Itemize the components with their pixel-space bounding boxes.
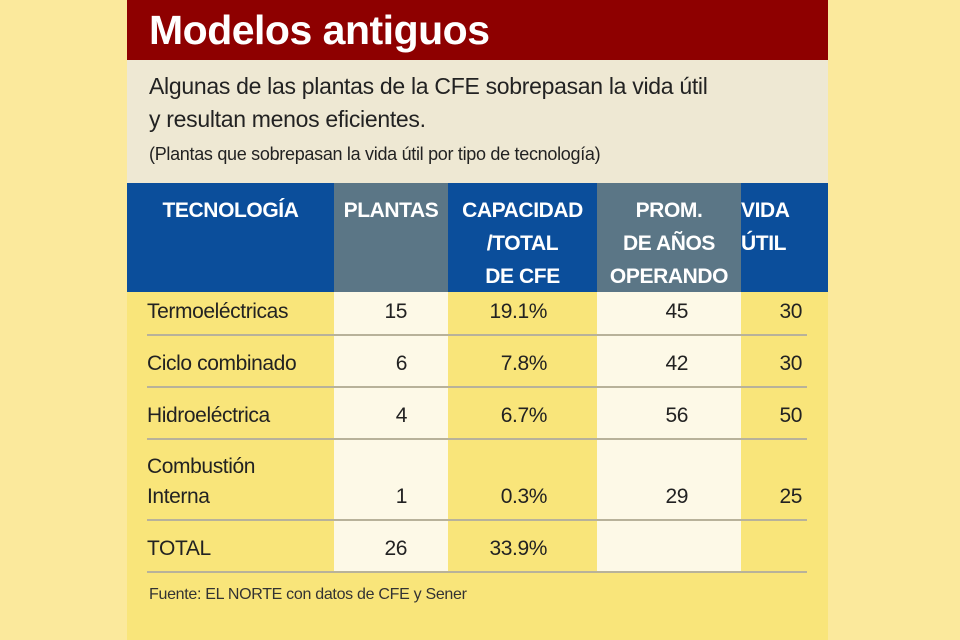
row-divider (147, 519, 807, 521)
cell-tecnologia-line-2: Interna (147, 485, 210, 508)
header-plantas: PLANTAS (334, 194, 448, 227)
cell-prom: 45 (665, 300, 688, 323)
row-divider (147, 571, 807, 573)
header-tecnologia: TECNOLOGÍA (127, 194, 334, 227)
intro-text-line-2: y resultan menos eficientes. (149, 106, 426, 132)
total-capacidad: 33.9% (489, 537, 547, 560)
cell-vida: 50 (779, 404, 802, 427)
header-plantas-line: PLANTAS (343, 199, 439, 222)
header-prom-line-2: DE AÑOS (622, 232, 716, 255)
cell-capacidad: 6.7% (500, 404, 548, 427)
cell-tecnologia-line-1: Combustión (147, 455, 256, 478)
header-bg-prom (597, 183, 741, 292)
row-divider (147, 334, 807, 336)
column-bg-plantas (334, 292, 448, 572)
title-bar: Modelos antiguos (127, 0, 828, 60)
cell-vida: 25 (779, 485, 802, 508)
header-capacidad-line-2: /TOTAL (486, 232, 559, 255)
cell-prom: 56 (665, 404, 688, 427)
cell-tecnologia: Hidroeléctrica (147, 404, 270, 427)
cell-tecnologia: Ciclo combinado (147, 352, 297, 375)
total-plantas: 26 (384, 537, 407, 560)
header-vida-line-1: VIDA (741, 199, 790, 222)
row-divider (147, 386, 807, 388)
cell-vida: 30 (779, 300, 802, 323)
cell-plantas: 15 (384, 300, 407, 323)
header-bg-plantas (334, 183, 448, 292)
cell-prom: 29 (665, 485, 688, 508)
infographic-card: Modelos antiguos Algunas de las plantas … (127, 0, 828, 640)
header-vida-line-2: ÚTIL (741, 232, 787, 255)
cell-vida: 30 (779, 352, 802, 375)
intro-text-line-1: Algunas de las plantas de la CFE sobrepa… (149, 73, 708, 99)
infographic-title: Modelos antiguos (149, 7, 490, 53)
header-prom-line-3: OPERANDO (609, 265, 729, 288)
total-label: TOTAL (147, 537, 211, 560)
cell-capacidad: 0.3% (500, 485, 548, 508)
cell-capacidad: 7.8% (500, 352, 548, 375)
intro-section: Algunas de las plantas de la CFE sobrepa… (127, 60, 828, 183)
intro-note: (Plantas que sobrepasan la vida útil por… (149, 144, 601, 164)
header-prom: PROM. DE AÑOS OPERANDO (597, 194, 741, 293)
header-vida: VIDA ÚTIL (735, 194, 828, 260)
cell-plantas: 1 (395, 485, 408, 508)
row-divider (147, 438, 807, 440)
header-capacidad: CAPACIDAD /TOTAL DE CFE (448, 194, 597, 293)
header-tecnologia-line: TECNOLOGÍA (162, 199, 299, 222)
cell-capacidad: 19.1% (489, 300, 547, 323)
header-bg-capacidad (448, 183, 597, 292)
header-capacidad-line-1: CAPACIDAD (462, 199, 583, 222)
cell-prom: 42 (665, 352, 688, 375)
source-note: Fuente: EL NORTE con datos de CFE y Sene… (149, 586, 467, 603)
header-bg-tecnologia (127, 183, 334, 292)
cell-plantas: 4 (395, 404, 408, 427)
cell-tecnologia: Termoeléctricas (147, 300, 289, 323)
column-bg-prom (597, 292, 741, 572)
header-bg-vida (741, 183, 828, 292)
header-capacidad-line-3: DE CFE (485, 265, 560, 288)
header-prom-line-1: PROM. (635, 199, 703, 222)
cell-plantas: 6 (395, 352, 408, 375)
